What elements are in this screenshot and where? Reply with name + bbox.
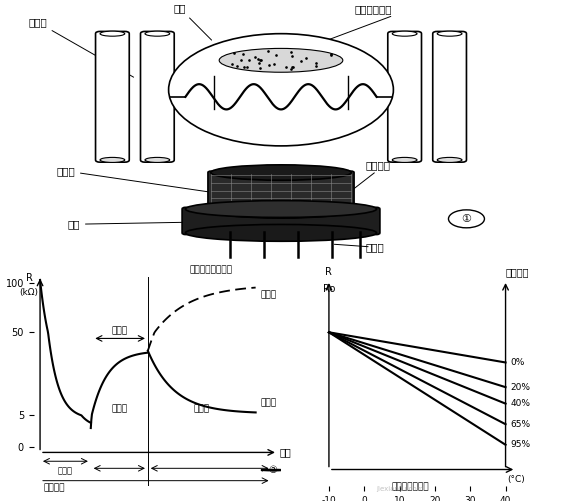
Text: 管座: 管座 xyxy=(67,219,219,229)
Ellipse shape xyxy=(437,31,462,36)
Text: 氧化物半导体: 氧化物半导体 xyxy=(354,5,392,15)
Text: R: R xyxy=(25,273,33,283)
FancyBboxPatch shape xyxy=(140,32,174,162)
Text: 0%: 0% xyxy=(511,358,525,367)
Text: 加热开关: 加热开关 xyxy=(43,483,65,492)
Ellipse shape xyxy=(219,49,343,72)
Text: 相对湿度: 相对湿度 xyxy=(506,268,529,278)
Text: 稳定期: 稳定期 xyxy=(111,326,128,335)
Text: 氧化性: 氧化性 xyxy=(260,290,277,299)
Ellipse shape xyxy=(145,157,170,162)
Text: 时间: 时间 xyxy=(279,447,291,457)
Text: 还原性: 还原性 xyxy=(260,398,277,407)
Ellipse shape xyxy=(185,224,377,241)
Ellipse shape xyxy=(100,31,125,36)
Ellipse shape xyxy=(392,31,417,36)
Text: (kΩ): (kΩ) xyxy=(20,288,38,297)
FancyBboxPatch shape xyxy=(388,32,422,162)
Ellipse shape xyxy=(437,157,462,162)
Text: 电极脚: 电极脚 xyxy=(365,241,384,252)
Text: 加热器: 加热器 xyxy=(28,17,134,77)
Ellipse shape xyxy=(185,200,377,217)
Ellipse shape xyxy=(145,31,170,36)
Ellipse shape xyxy=(211,165,351,180)
Text: 暖气时: 暖气时 xyxy=(194,405,210,414)
Text: R: R xyxy=(325,268,332,278)
Text: 95%: 95% xyxy=(511,440,531,449)
Ellipse shape xyxy=(100,157,125,162)
Text: 防爆网: 防爆网 xyxy=(56,166,208,192)
Ellipse shape xyxy=(392,157,417,162)
Text: 40%: 40% xyxy=(511,399,531,408)
Text: ①: ① xyxy=(461,214,472,224)
Text: ②: ② xyxy=(269,465,278,475)
FancyBboxPatch shape xyxy=(182,207,380,234)
Text: jiexiantu.com: jiexiantu.com xyxy=(376,486,423,492)
Text: 封装玻璃: 封装玻璃 xyxy=(365,160,390,170)
Text: 加热期: 加热期 xyxy=(58,466,73,475)
Ellipse shape xyxy=(211,203,351,218)
Text: 20%: 20% xyxy=(511,383,531,392)
Text: 电极: 电极 xyxy=(174,3,212,40)
Text: 大气中: 大气中 xyxy=(111,405,128,414)
Text: (°C): (°C) xyxy=(507,475,525,484)
Text: 响应时间约一分钟: 响应时间约一分钟 xyxy=(190,266,233,275)
FancyBboxPatch shape xyxy=(208,171,354,212)
Text: 65%: 65% xyxy=(511,420,531,429)
Circle shape xyxy=(169,34,393,146)
FancyBboxPatch shape xyxy=(96,32,129,162)
FancyBboxPatch shape xyxy=(433,32,466,162)
Text: 温湿度和灵敏度: 温湿度和灵敏度 xyxy=(391,482,429,491)
Text: Ro: Ro xyxy=(323,284,335,294)
